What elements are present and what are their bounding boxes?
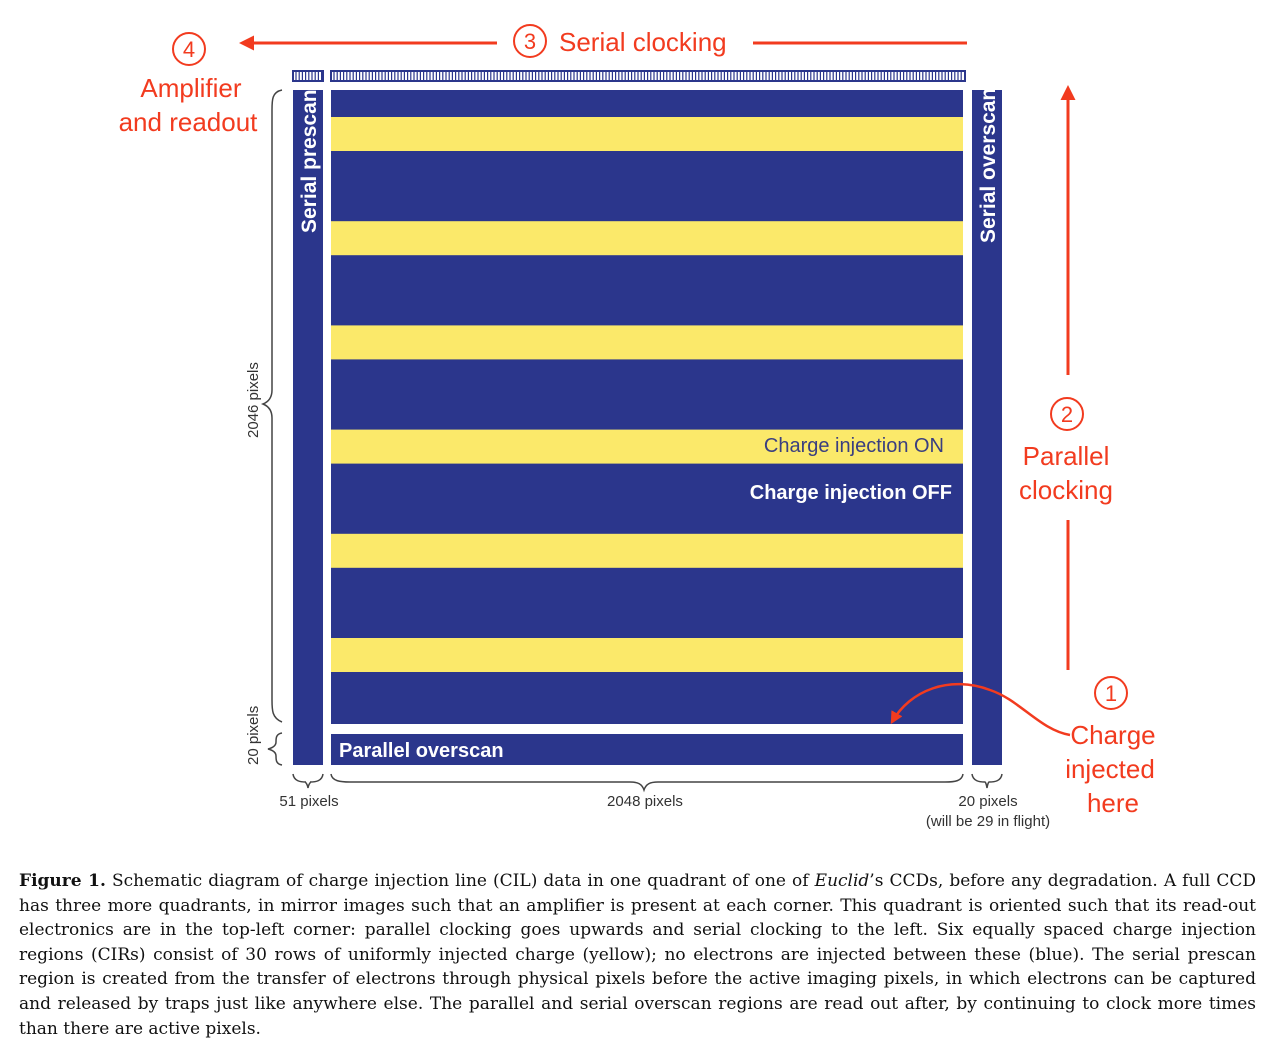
ccd-schematic-figure: Serial prescan Charge injection ON Charg…: [119, 24, 1156, 830]
parallel-overscan-region: [331, 734, 963, 765]
figure-caption-text-2: ’s CCDs, before any degradation. A full …: [19, 871, 1256, 1039]
serial-register-cells: [295, 72, 962, 80]
step-3-circle: [513, 24, 547, 58]
charge-injection-region: [331, 429, 963, 464]
charge-injection-off-label: Charge injection OFF: [750, 482, 952, 504]
figure-caption-italic: Euclid: [814, 871, 870, 891]
serial-prescan-label: Serial prescan: [298, 89, 321, 233]
step-1-circle: [1094, 676, 1128, 710]
figure-caption-text-1: Schematic diagram of charge injection li…: [105, 871, 815, 891]
rows-overscan-brace: [267, 732, 283, 766]
step-3-label: Serial clocking: [559, 27, 727, 57]
serial-register-prescan: [292, 70, 324, 82]
cols-active-label: 2048 pixels: [607, 793, 683, 810]
step-1-label-line1: Charge: [1070, 720, 1155, 750]
step-2-circle: [1050, 397, 1084, 431]
step-1-label-line3: here: [1087, 788, 1139, 818]
serial-overscan-region: [972, 90, 1002, 765]
step-2-label-line1: Parallel: [1023, 441, 1110, 471]
parallel-overscan-label: Parallel overscan: [339, 740, 504, 762]
charge-injection-on-label: Charge injection ON: [764, 435, 944, 457]
charge-injection-region: [331, 638, 963, 672]
cols-active-brace: [330, 773, 964, 793]
cols-overscan-note: (will be 29 in flight): [926, 813, 1050, 830]
cols-overscan-brace: [971, 773, 1003, 789]
cols-overscan-label: 20 pixels: [958, 793, 1017, 810]
active-imaging-area: [331, 90, 963, 724]
active-area-background: [331, 90, 963, 724]
figure-caption: Figure 1. Schematic diagram of charge in…: [19, 869, 1256, 1041]
charge-injected-arrow: [890, 682, 1071, 737]
charge-injection-region: [331, 325, 963, 360]
step-1-number: 1: [1105, 681, 1117, 706]
step-4-label-line1: Amplifier: [140, 73, 241, 103]
rows-active-label: 2046 pixels: [245, 362, 262, 438]
step-1-label-line2: injected: [1065, 754, 1155, 784]
serial-register: [292, 70, 966, 82]
charge-injection-region: [331, 533, 963, 568]
cols-prescan-label: 51 pixels: [279, 793, 338, 810]
rows-active-brace: [260, 89, 283, 723]
step-2-number: 2: [1061, 402, 1073, 427]
serial-overscan-label: Serial overscan: [977, 88, 1000, 243]
step-4-number: 4: [183, 37, 195, 62]
step-2-label-line2: clocking: [1019, 475, 1113, 505]
serial-prescan-region: [293, 90, 323, 765]
charge-injection-region: [331, 117, 963, 151]
figure-caption-label: Figure 1.: [19, 871, 106, 891]
step-3-number: 3: [524, 29, 536, 54]
step-4-circle: [172, 32, 206, 66]
charge-injection-region: [331, 221, 963, 256]
cols-prescan-brace: [292, 773, 324, 789]
step-4-label-line2: and readout: [119, 107, 259, 137]
rows-overscan-label: 20 pixels: [245, 706, 262, 765]
